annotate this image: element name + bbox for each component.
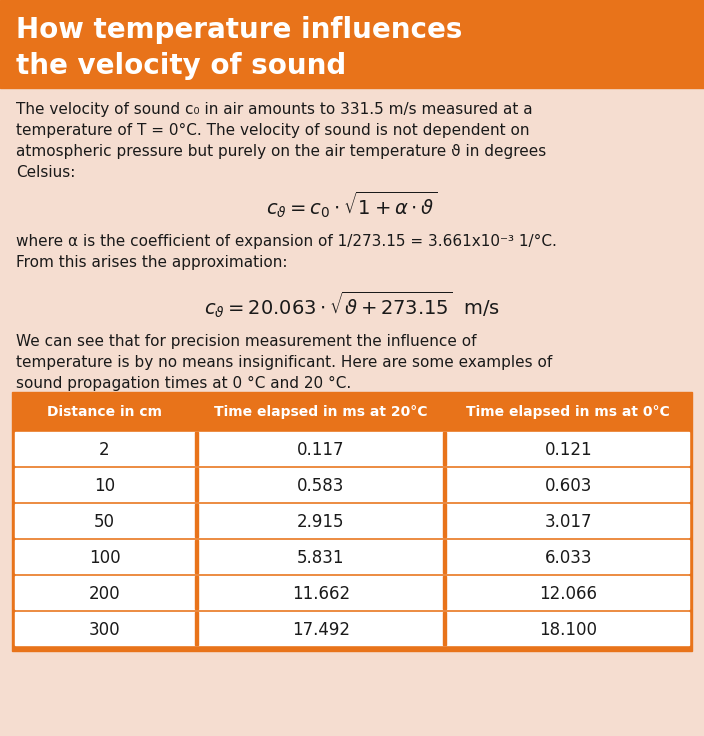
Text: 12.066: 12.066 (539, 585, 597, 603)
Text: 100: 100 (89, 549, 120, 567)
Text: the velocity of sound: the velocity of sound (16, 52, 346, 80)
Text: $c_{\vartheta} = 20.063 \cdot \sqrt{\vartheta + 273.15}$  m/s: $c_{\vartheta} = 20.063 \cdot \sqrt{\var… (204, 290, 500, 320)
Text: 17.492: 17.492 (291, 621, 350, 639)
Bar (196, 540, 199, 573)
Bar (15, 576, 689, 609)
Bar (15, 432, 689, 465)
Bar (443, 432, 446, 465)
Bar (0, 0, 704, 88)
Text: 50: 50 (94, 513, 115, 531)
Bar (443, 540, 446, 573)
Text: How temperature influences: How temperature influences (16, 16, 463, 44)
Bar (15, 612, 689, 645)
Text: 200: 200 (89, 585, 120, 603)
Text: 2: 2 (99, 441, 110, 459)
Text: 11.662: 11.662 (291, 585, 350, 603)
Text: 6.033: 6.033 (544, 549, 592, 567)
Text: 18.100: 18.100 (539, 621, 597, 639)
Text: 300: 300 (89, 621, 120, 639)
Text: $c_{\vartheta} = c_0 \cdot \sqrt{1 + \alpha \cdot \vartheta}$: $c_{\vartheta} = c_0 \cdot \sqrt{1 + \al… (266, 190, 438, 221)
Bar (196, 576, 199, 609)
Text: 5.831: 5.831 (297, 549, 344, 567)
Text: 0.121: 0.121 (544, 441, 592, 459)
Bar (196, 432, 199, 465)
Bar (443, 468, 446, 501)
Text: 2.915: 2.915 (297, 513, 344, 531)
Bar (443, 504, 446, 537)
Bar (443, 612, 446, 645)
Text: Distance in cm: Distance in cm (47, 405, 162, 419)
Text: 10: 10 (94, 477, 115, 495)
Text: We can see that for precision measurement the influence of
temperature is by no : We can see that for precision measuremen… (16, 334, 552, 391)
Text: 0.603: 0.603 (545, 477, 592, 495)
Bar (15, 504, 689, 537)
Bar (12, 392, 692, 651)
Text: Time elapsed in ms at 20°C: Time elapsed in ms at 20°C (214, 405, 427, 419)
Text: Time elapsed in ms at 0°C: Time elapsed in ms at 0°C (466, 405, 670, 419)
Bar (15, 468, 689, 501)
Text: 0.583: 0.583 (297, 477, 344, 495)
Text: The velocity of sound c₀ in air amounts to 331.5 m/s measured at a
temperature o: The velocity of sound c₀ in air amounts … (16, 102, 546, 180)
Bar (196, 468, 199, 501)
Bar (196, 612, 199, 645)
Text: 3.017: 3.017 (544, 513, 592, 531)
Bar (15, 540, 689, 573)
Text: where α is the coefficient of expansion of 1/273.15 = 3.661x10⁻³ 1/°C.
From this: where α is the coefficient of expansion … (16, 234, 557, 270)
Text: 0.117: 0.117 (297, 441, 344, 459)
Bar (196, 504, 199, 537)
Bar (443, 576, 446, 609)
